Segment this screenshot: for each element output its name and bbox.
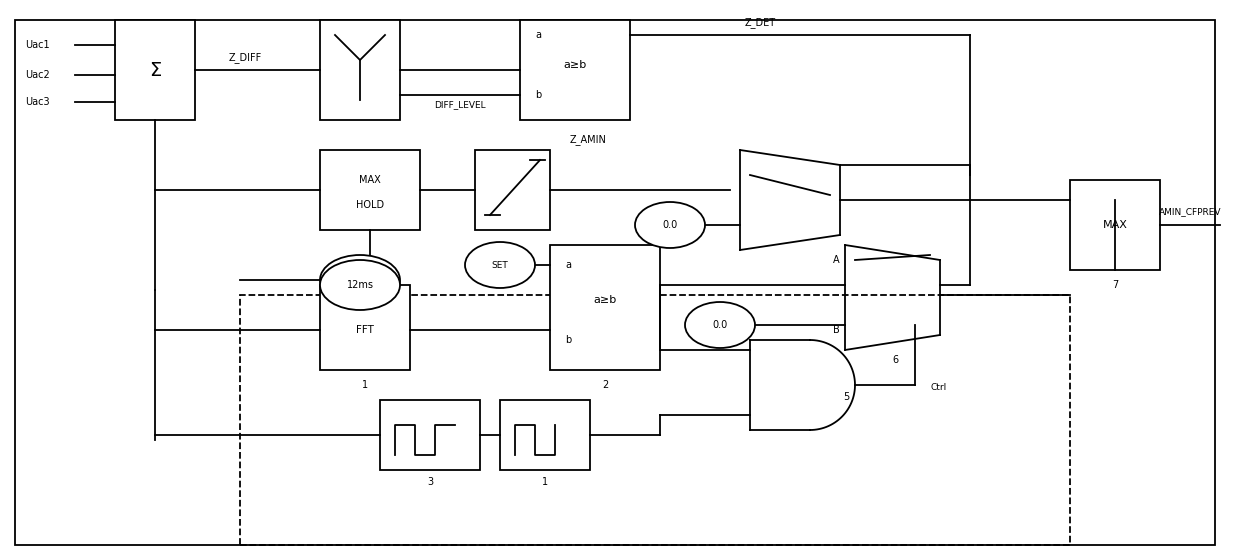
Text: Uac2: Uac2 [25,70,50,80]
Text: DIFF_LEVEL: DIFF_LEVEL [434,100,486,110]
Bar [320,20,401,120]
Bar [551,245,660,370]
Text: AMIN_CFPREV: AMIN_CFPREV [1158,208,1221,217]
Text: a: a [565,260,570,270]
Ellipse shape [684,302,755,348]
Bar [115,20,195,120]
Text: 5: 5 [843,392,849,402]
Bar [241,295,1070,545]
Text: Z_DIFF: Z_DIFF [228,53,262,63]
Text: Ctrl: Ctrl [930,384,946,393]
Bar [500,400,590,470]
Text: A: A [833,255,839,265]
Ellipse shape [465,242,534,288]
Text: 1: 1 [362,380,368,390]
Text: 2: 2 [601,380,608,390]
Text: $\Sigma$: $\Sigma$ [149,60,161,80]
Text: 0.0: 0.0 [712,320,728,330]
Text: Z_AMIN: Z_AMIN [570,134,606,146]
Text: b: b [565,335,572,345]
Text: b: b [534,90,541,100]
Text: FFT: FFT [356,325,374,335]
Text: 1: 1 [542,477,548,487]
Bar [520,20,630,120]
Text: HOLD: HOLD [356,200,384,210]
Text: B: B [833,325,839,335]
Text: Z_DET: Z_DET [744,17,775,29]
Text: 0.0: 0.0 [662,220,677,230]
Text: a: a [534,30,541,40]
Text: a≥b: a≥b [563,60,587,70]
Bar [320,285,410,370]
Ellipse shape [635,202,706,248]
Text: 7: 7 [1112,280,1118,290]
Bar [1070,180,1159,270]
Ellipse shape [320,260,401,310]
Text: MAX: MAX [360,175,381,185]
Bar [379,400,480,470]
Bar [475,150,551,230]
Text: 3: 3 [427,477,433,487]
Text: Uac1: Uac1 [25,40,50,50]
Text: Uac3: Uac3 [25,97,50,107]
Text: 12ms: 12ms [346,275,373,285]
Ellipse shape [320,255,401,305]
Bar [320,150,420,230]
Text: 12ms: 12ms [346,280,373,290]
Text: a≥b: a≥b [594,295,616,305]
Text: SET: SET [491,260,508,269]
Text: 6: 6 [892,355,898,365]
Text: MAX: MAX [1102,220,1127,230]
